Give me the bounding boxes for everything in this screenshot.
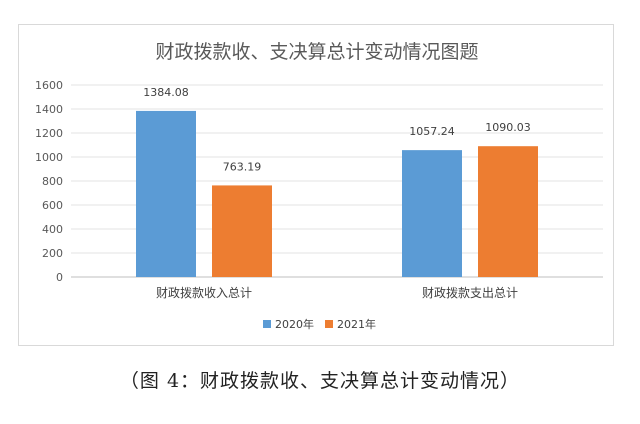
bar-2-2	[478, 146, 538, 277]
x-category-label: 财政拨款支出总计	[422, 286, 518, 300]
y-axis-ticks: 0 200 400 600 800 1000 1200 1400 1600	[35, 79, 63, 284]
data-label: 1057.24	[409, 125, 455, 138]
x-axis-categories: 财政拨款收入总计 财政拨款支出总计	[156, 286, 518, 300]
bar-2-1	[212, 185, 272, 277]
legend-swatch-2	[325, 320, 333, 328]
y-tick-label: 400	[42, 223, 63, 236]
figure-caption: （图 4：财政拨款收、支决算总计变动情况）	[119, 370, 521, 392]
data-label: 763.19	[223, 160, 262, 173]
data-label: 1384.08	[143, 86, 189, 99]
y-tick-label: 1600	[35, 79, 63, 92]
y-tick-label: 200	[42, 247, 63, 260]
bar-layer	[136, 110, 538, 277]
chart-frame: 财政拨款收、支决算总计变动情况图题 0 200 400 600 800 1000 1200 1…	[18, 24, 614, 346]
y-tick-label: 1000	[35, 151, 63, 164]
y-tick-label: 1200	[35, 127, 63, 140]
legend: 2020年 2021年	[263, 317, 376, 331]
chart-title: 财政拨款收、支决算总计变动情况图题	[155, 41, 478, 63]
legend-label: 2021年	[337, 317, 376, 331]
legend-label: 2020年	[275, 317, 314, 331]
bar-1-1	[136, 110, 196, 277]
y-tick-label: 800	[42, 175, 63, 188]
data-label-layer: 1384.08 763.19 1057.24 1090.03	[143, 86, 531, 174]
y-tick-label: 0	[56, 271, 63, 284]
y-tick-label: 1400	[35, 103, 63, 116]
y-tick-label: 600	[42, 199, 63, 212]
bar-1-2	[402, 150, 462, 277]
x-category-label: 财政拨款收入总计	[156, 286, 252, 300]
bar-chart: 财政拨款收、支决算总计变动情况图题 0 200 400 600 800 1000 1200 1…	[35, 41, 603, 331]
data-label: 1090.03	[485, 121, 531, 134]
legend-swatch-1	[263, 320, 271, 328]
